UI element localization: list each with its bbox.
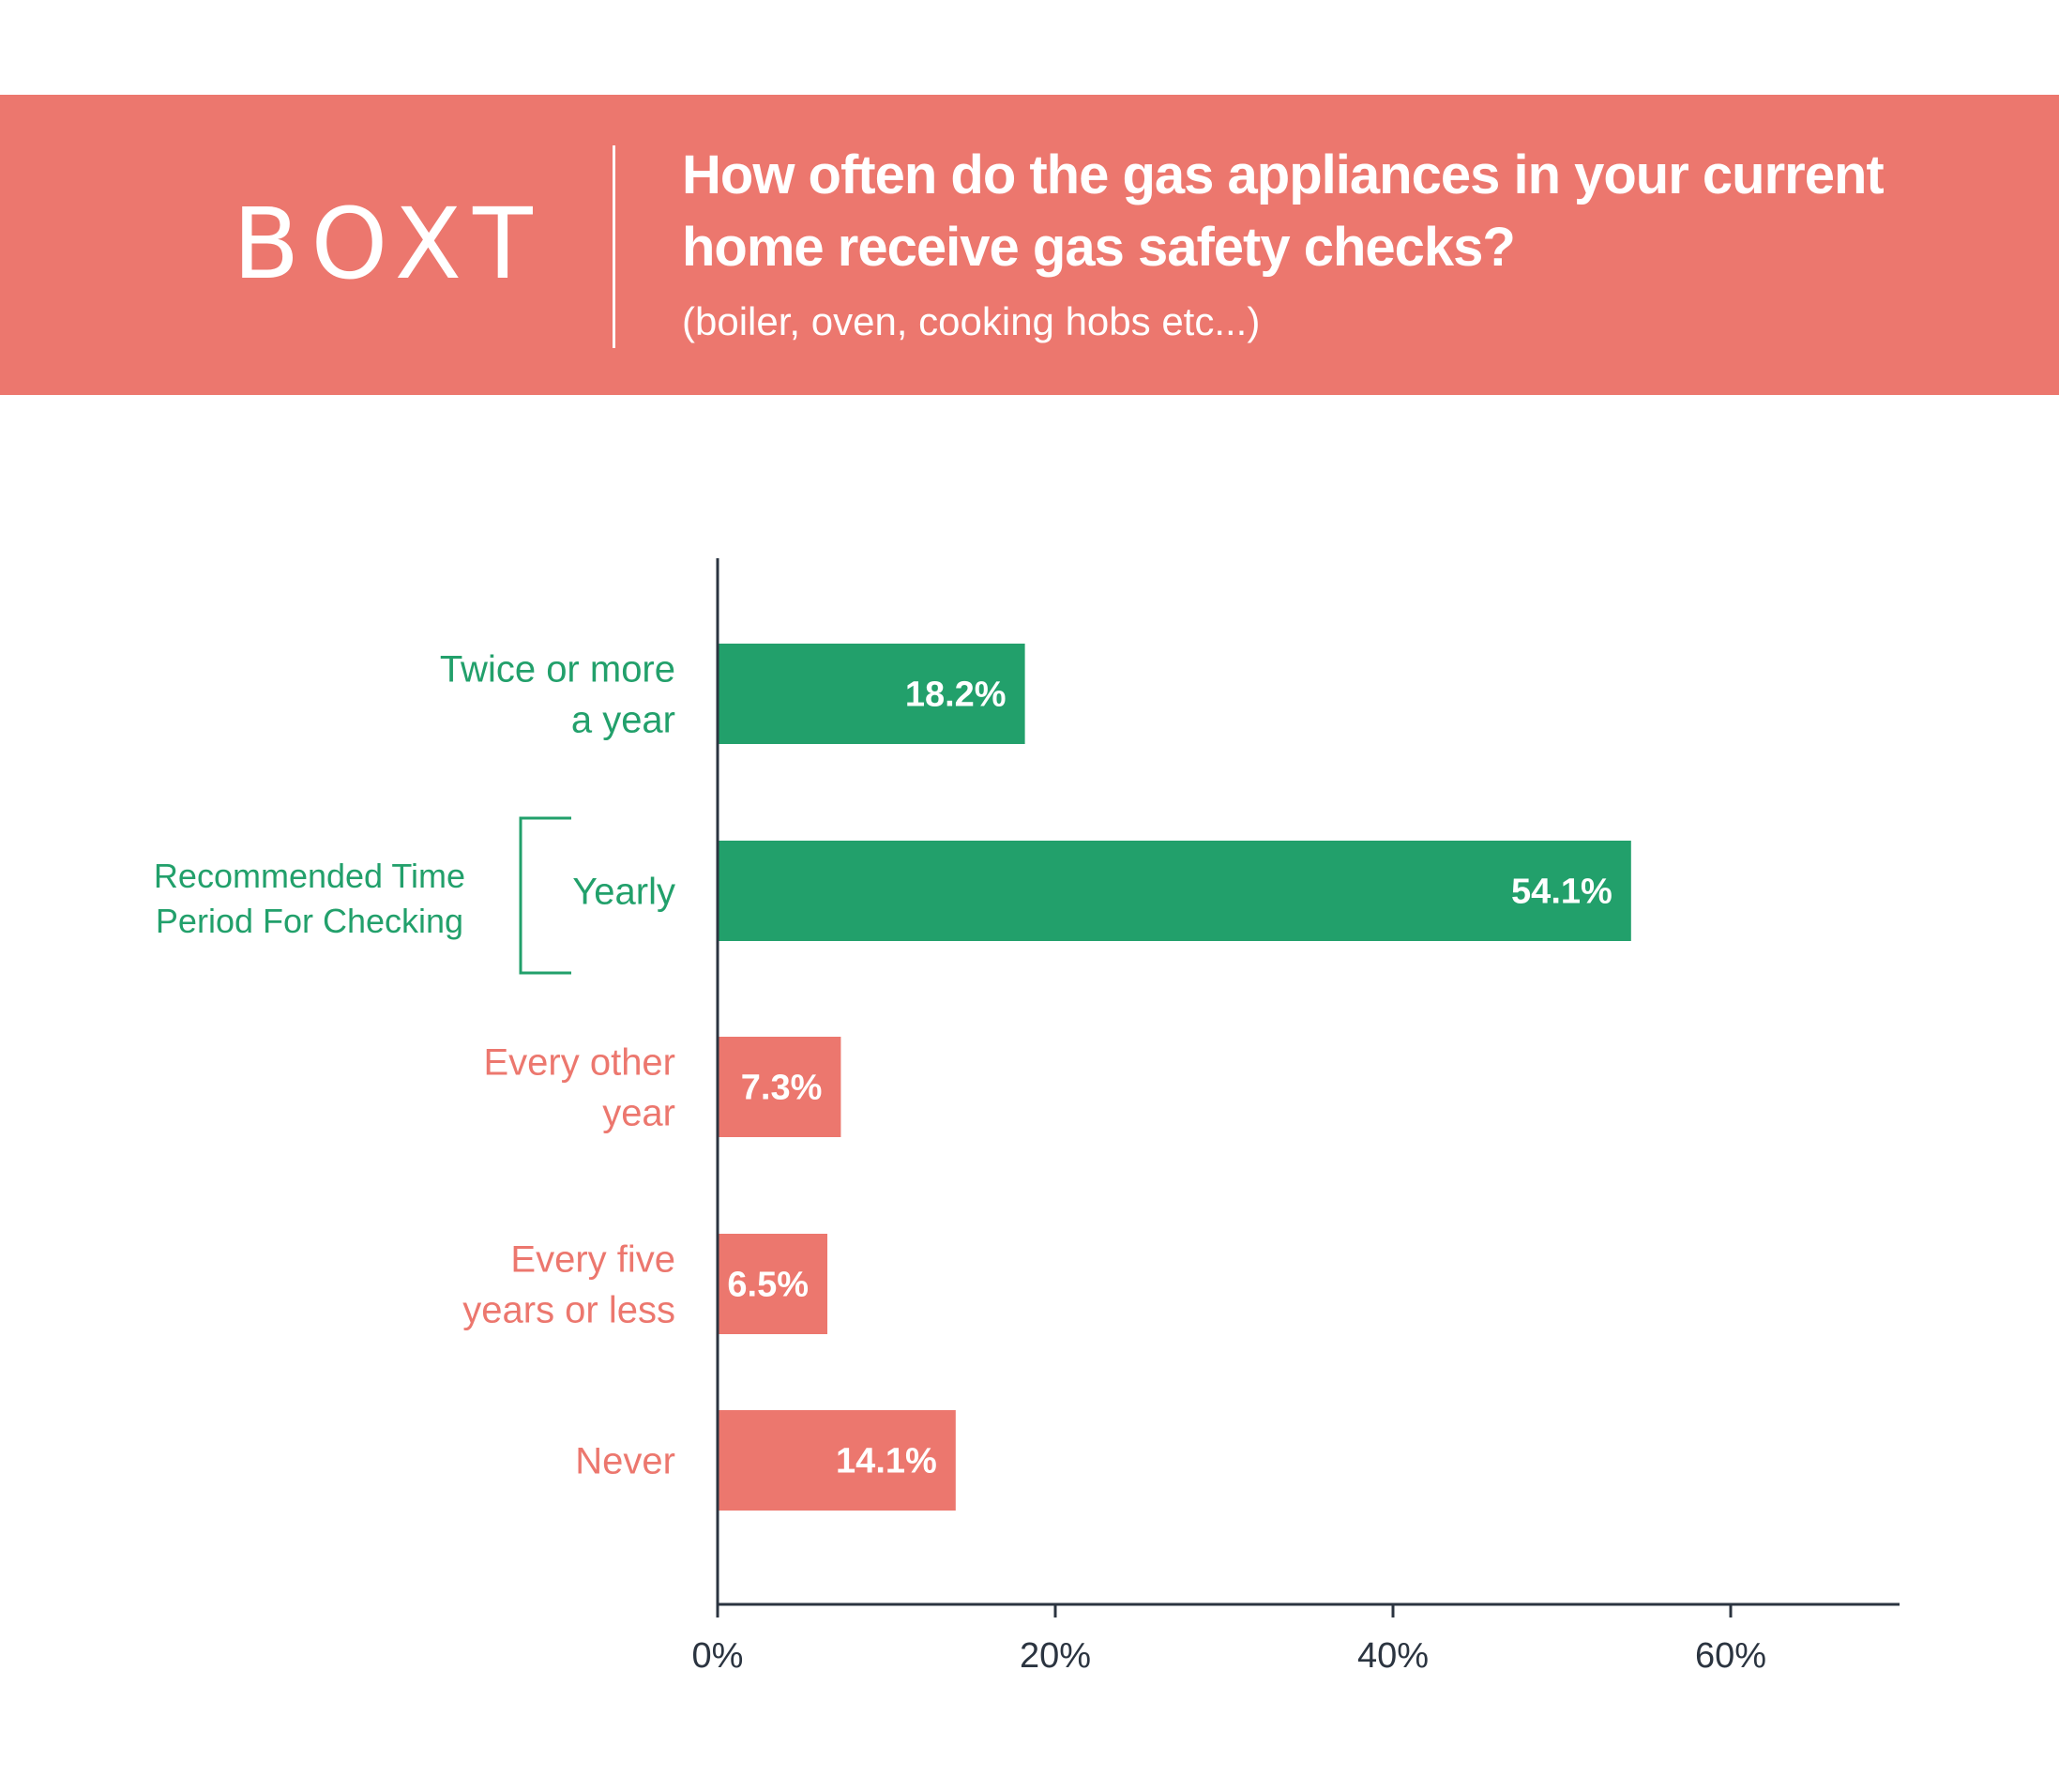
- bar: [718, 1234, 827, 1334]
- bar-value-label: 6.5%: [727, 1266, 809, 1305]
- bar-value-label: 18.2%: [905, 676, 1007, 715]
- category-label: Yearly: [572, 872, 675, 913]
- bar-value-label: 54.1%: [1511, 873, 1612, 912]
- category-label: Never: [575, 1441, 675, 1482]
- bar: [718, 841, 1631, 941]
- x-tick-label: 20%: [1020, 1636, 1091, 1676]
- x-tick-label: 40%: [1357, 1636, 1429, 1676]
- bar-value-label: 14.1%: [836, 1442, 937, 1481]
- x-tick-label: 0%: [692, 1636, 744, 1676]
- chart-subtitle: (boiler, oven, cooking hobs etc...): [682, 299, 1261, 343]
- chart-title: How often do the gas appliances in your …: [682, 144, 1885, 278]
- category-label: Twice or more: [440, 649, 675, 691]
- bar-value-label: 7.3%: [741, 1069, 823, 1108]
- bar: [718, 1410, 956, 1511]
- category-label: Every five: [510, 1239, 675, 1281]
- recommended-bracket: [519, 816, 571, 975]
- header-divider: [613, 145, 615, 348]
- header-banner: [0, 95, 2059, 395]
- recommended-annotation: Period For Checking: [156, 902, 463, 940]
- category-label: a year: [571, 700, 675, 741]
- bar: [718, 1037, 841, 1137]
- category-label: year: [602, 1093, 675, 1134]
- x-tick-label: 60%: [1695, 1636, 1766, 1676]
- bar: [718, 644, 1025, 744]
- category-label: years or less: [462, 1290, 675, 1331]
- category-label: Every other: [483, 1042, 675, 1084]
- recommended-annotation: Recommended Time: [154, 857, 465, 895]
- boxt-logo: BOXT: [233, 187, 546, 301]
